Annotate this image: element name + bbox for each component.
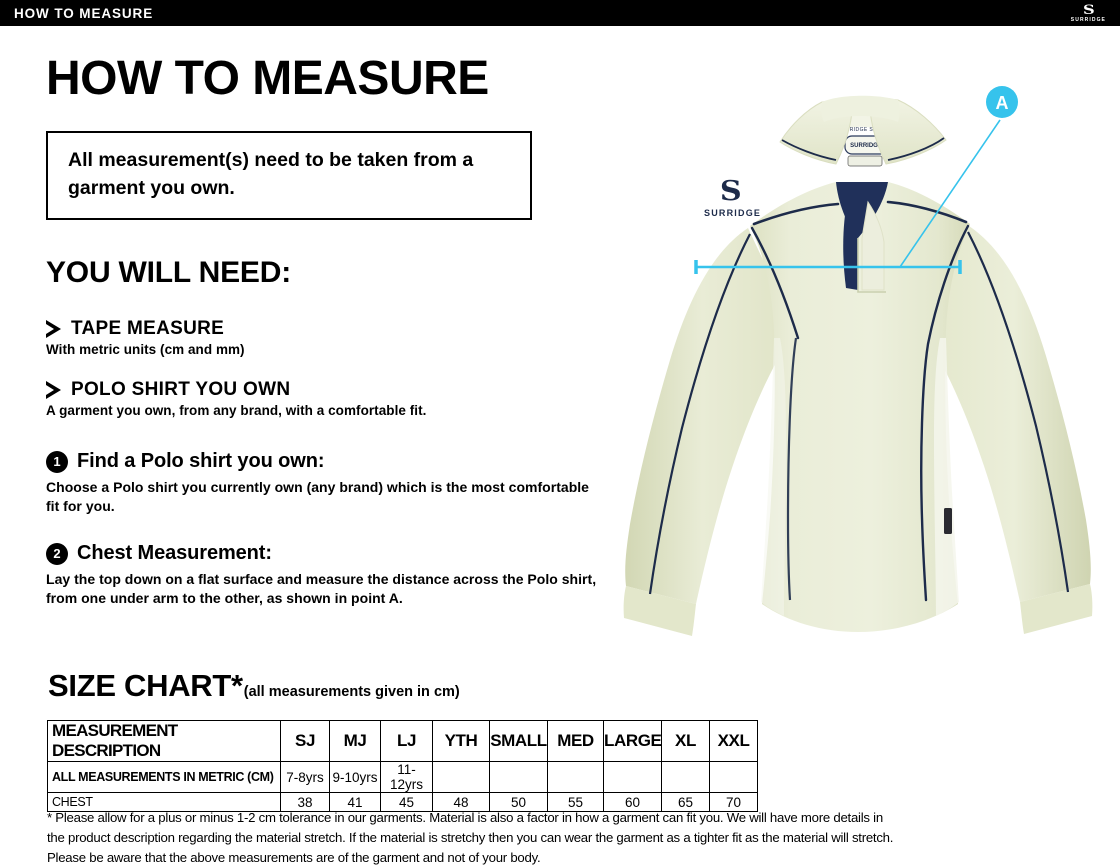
cell: 70 xyxy=(709,792,758,812)
col-header-mj: MJ xyxy=(329,720,381,762)
triangle-bullet-icon xyxy=(46,381,61,400)
size-chart-title: SIZE CHART* xyxy=(48,668,243,703)
col-header-small: SMALL xyxy=(489,720,548,762)
size-chart-heading: SIZE CHART* (all measurements given in c… xyxy=(48,668,460,704)
garment-piping-shoulder-left xyxy=(752,202,840,226)
step-2: 2 Chest Measurement: Lay the top down on… xyxy=(46,542,606,608)
garment-placket-seam xyxy=(857,238,886,293)
garment-right-cuff xyxy=(1020,584,1093,634)
callout-box: All measurement(s) need to be taken from… xyxy=(46,131,532,221)
need-item-tape-measure: TAPE MEASURE With metric units (cm and m… xyxy=(46,318,606,357)
need-item-sub: With metric units (cm and mm) xyxy=(46,342,245,358)
surridge-logo-wordmark: SURRIDGE xyxy=(1070,16,1106,23)
garment-piping-raglan-left xyxy=(750,226,800,340)
step-title: Find a Polo shirt you own: xyxy=(77,450,325,473)
measurement-point-a-badge xyxy=(986,86,1018,118)
step-number-badge: 1 xyxy=(46,450,68,473)
surridge-logo-mark: S xyxy=(1083,2,1095,18)
garment-side-panel-left xyxy=(761,338,786,616)
size-chart-table: MEASUREMENT DESCRIPTION SJ MJ LJ YTH SMA… xyxy=(47,720,758,812)
step-number-badge: 2 xyxy=(46,542,68,565)
step-1: 1 Find a Polo shirt you own: Choose a Po… xyxy=(46,450,606,516)
col-header-xl: XL xyxy=(661,720,710,762)
garment-left-sleeve xyxy=(625,228,796,604)
triangle-bullet-icon xyxy=(46,320,61,339)
col-header-med: MED xyxy=(547,720,604,762)
need-item-label: TAPE MEASURE xyxy=(71,318,225,340)
need-item-header: TAPE MEASURE xyxy=(46,318,606,340)
cell: 11-12yrs xyxy=(380,761,433,793)
garment-piping-side-left xyxy=(786,337,798,601)
garment-care-label xyxy=(847,155,883,167)
garment-piping-raglan-right xyxy=(920,224,970,602)
cell: 50 xyxy=(489,792,548,812)
top-bar-title: HOW TO MEASURE xyxy=(14,5,154,21)
page-title: HOW TO MEASURE xyxy=(46,52,489,105)
garment-left-cuff xyxy=(623,586,696,636)
cell: 55 xyxy=(547,792,604,812)
instructions-column: HOW TO MEASURE All measurement(s) need t… xyxy=(46,55,606,635)
measurement-point-a-label: A xyxy=(996,93,1009,113)
surridge-logo: S SURRIDGE xyxy=(1071,4,1120,23)
cell xyxy=(661,761,710,793)
cell xyxy=(709,761,758,793)
col-header-large: LARGE xyxy=(603,720,662,762)
col-header-description: MEASUREMENT DESCRIPTION xyxy=(47,720,281,762)
garment-collar-piping-left xyxy=(781,139,837,161)
col-header-lj: LJ xyxy=(380,720,433,762)
garment-chest-logo-mark: S xyxy=(720,175,742,207)
col-header-sj: SJ xyxy=(280,720,330,762)
need-item-header: POLO SHIRT YOU OWN xyxy=(46,379,606,401)
chest-measure-leader-line xyxy=(899,119,1001,268)
cell xyxy=(432,761,490,793)
need-item-sub: A garment you own, from any brand, with … xyxy=(46,403,427,419)
col-header-xxl: XXL xyxy=(709,720,758,762)
garment-chest-logo-text: SURRIDGE xyxy=(704,208,761,218)
cell: 48 xyxy=(432,792,490,812)
need-item-label: POLO SHIRT YOU OWN xyxy=(71,379,291,401)
cell: 7-8yrs xyxy=(280,761,330,793)
cell xyxy=(547,761,604,793)
garment-neck-label-text: SURRIDGE xyxy=(850,143,882,149)
garment-body xyxy=(750,182,970,632)
cell: 41 xyxy=(329,792,381,812)
col-header-yth: YTH xyxy=(432,720,490,762)
table-row: CHEST 38 41 45 48 50 55 60 65 70 xyxy=(47,792,758,812)
cell xyxy=(489,761,548,793)
garment-right-sleeve xyxy=(920,224,1091,602)
footnote-text: * Please allow for a plus or minus 1-2 c… xyxy=(47,810,894,866)
garment-piping-shoulder-right xyxy=(886,200,968,224)
step-body: Choose a Polo shirt you currently own (a… xyxy=(46,479,589,515)
garment-neck-tape-text: SURRIDGE SURRIDGE xyxy=(838,127,899,133)
cell: 45 xyxy=(380,792,433,812)
step-header: 2 Chest Measurement: xyxy=(46,542,606,565)
step-body: Lay the top down on a flat surface and m… xyxy=(46,571,597,607)
garment-collar-piping-right xyxy=(887,137,945,161)
garment-piping-sleeve-right xyxy=(967,231,1070,593)
step-title: Chest Measurement: xyxy=(77,542,272,565)
garment-hem-tab xyxy=(944,508,952,534)
need-item-polo-shirt: POLO SHIRT YOU OWN A garment you own, fr… xyxy=(46,379,606,418)
garment-side-panel-right xyxy=(934,338,959,616)
garment-collar-band xyxy=(821,95,900,122)
garment-piping-sleeve-left xyxy=(648,233,751,595)
top-bar: HOW TO MEASURE S SURRIDGE xyxy=(0,0,1120,26)
table-row: ALL MEASUREMENTS IN METRIC (CM) 7-8yrs 9… xyxy=(47,761,758,793)
cell xyxy=(603,761,662,793)
row-label: CHEST xyxy=(47,792,281,812)
row-label: ALL MEASUREMENTS IN METRIC (CM) xyxy=(47,761,281,793)
table-header-row: MEASUREMENT DESCRIPTION SJ MJ LJ YTH SMA… xyxy=(47,720,758,762)
cell: 9-10yrs xyxy=(329,761,381,793)
steps-list: 1 Find a Polo shirt you own: Choose a Po… xyxy=(46,450,606,608)
garment-photo: SURRIDGE SURRIDGE SURRIDGE S SURRIDGE A xyxy=(600,38,1120,668)
size-chart-note: (all measurements given in cm) xyxy=(243,684,460,700)
cell: 60 xyxy=(603,792,662,812)
garment-chest-logo: S SURRIDGE xyxy=(704,175,761,218)
chest-measurement-annotation: A xyxy=(694,86,1018,274)
step-header: 1 Find a Polo shirt you own: xyxy=(46,450,606,473)
you-will-need-title: YOU WILL NEED: xyxy=(46,256,291,290)
callout-text: All measurement(s) need to be taken from… xyxy=(68,149,474,199)
